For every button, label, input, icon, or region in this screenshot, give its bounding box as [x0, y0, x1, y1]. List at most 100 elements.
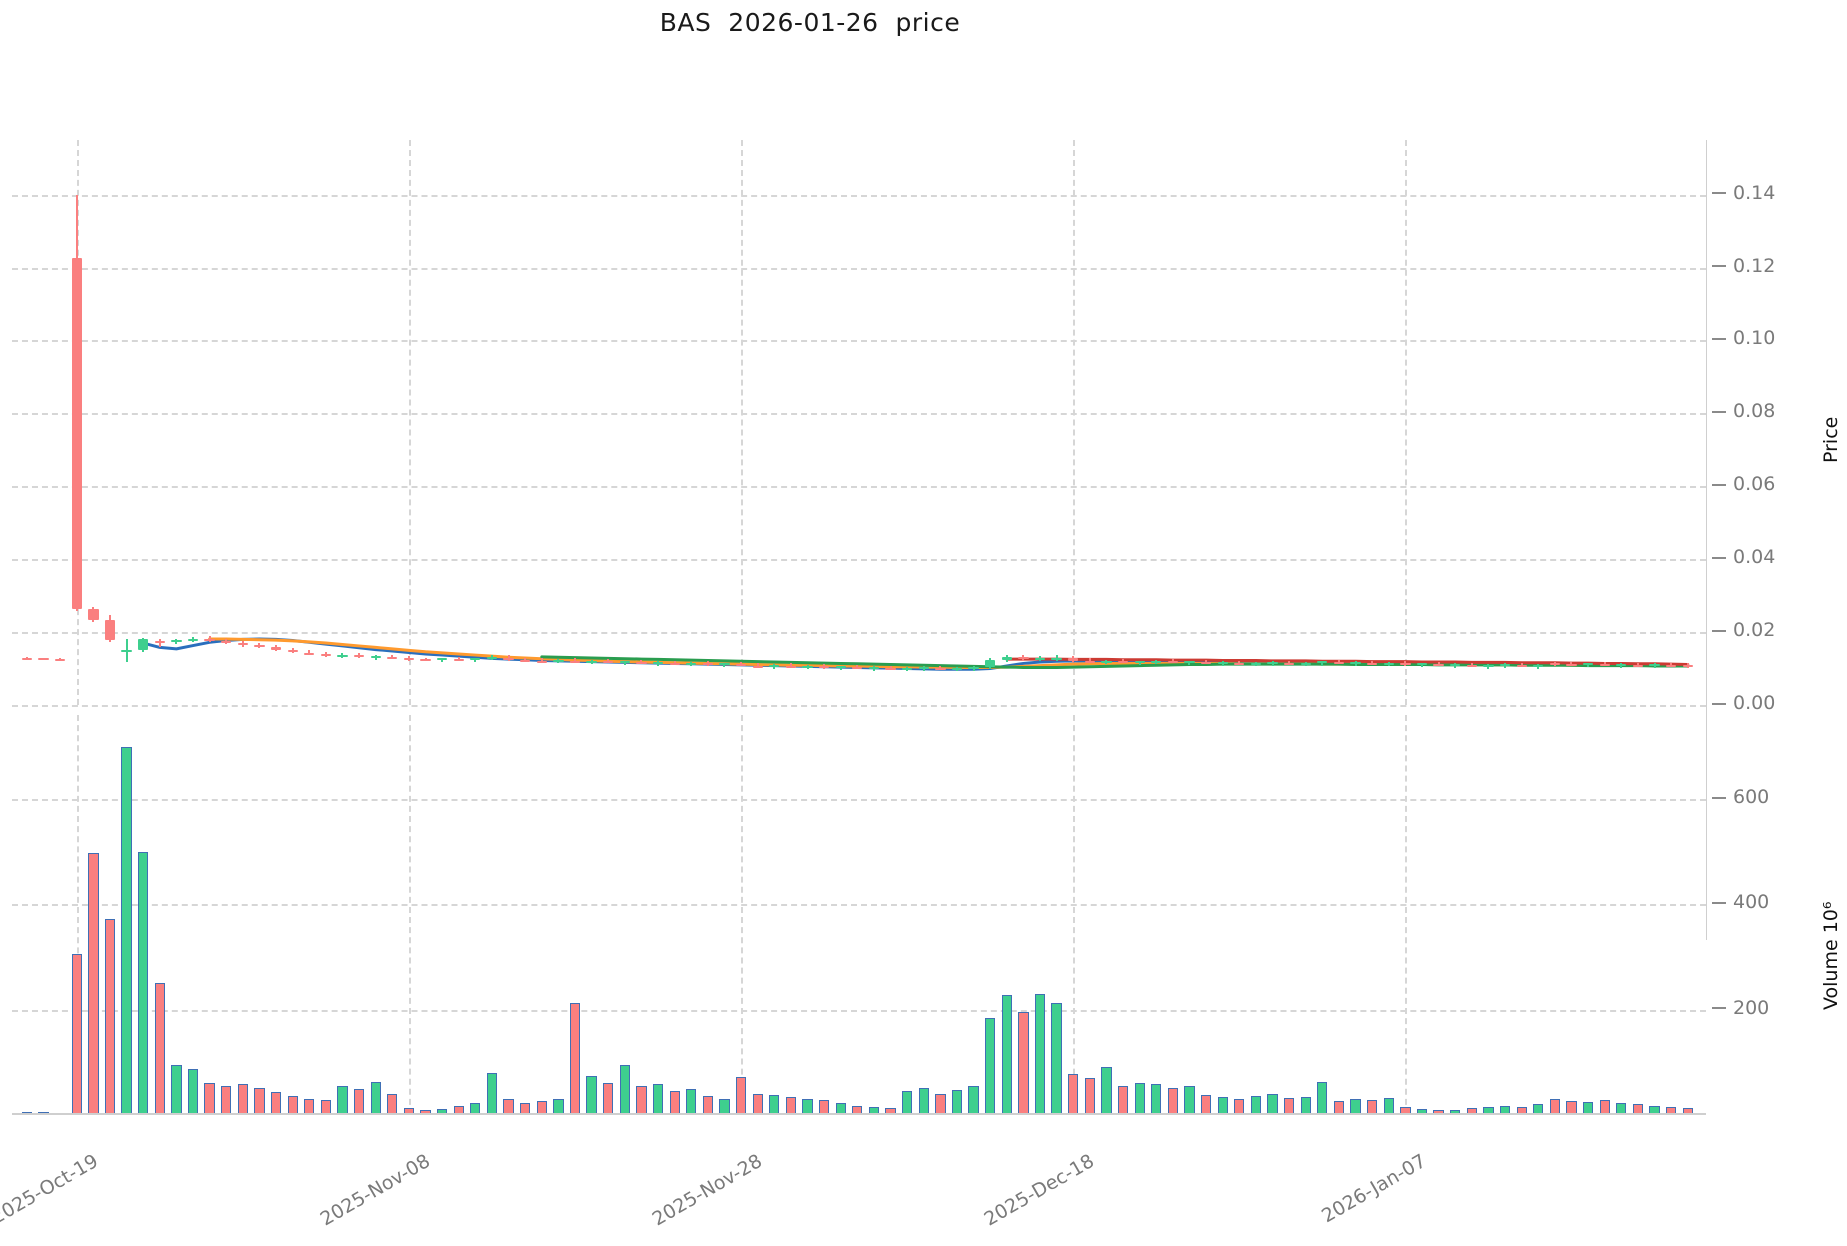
- candle-wick: [640, 659, 643, 665]
- gridline-price-1: [12, 267, 1706, 270]
- candle: [370, 160, 381, 705]
- candle-body: [1317, 661, 1328, 664]
- candle: [171, 160, 182, 705]
- x-tick-4: 2026-Jan-07: [1318, 1150, 1431, 1228]
- candle-body: [885, 667, 896, 670]
- price-tick-2: 0.10: [1712, 327, 1775, 349]
- volume-bar: [237, 1084, 248, 1115]
- candle-body: [1117, 661, 1129, 664]
- candle-wick: [889, 665, 892, 670]
- candle-body: [520, 659, 531, 662]
- candle-body: [719, 663, 730, 666]
- candle: [636, 160, 647, 705]
- candle-body: [353, 655, 365, 658]
- candle-body: [237, 643, 248, 646]
- candle: [868, 160, 880, 705]
- candle-body: [1051, 657, 1062, 660]
- candle-body: [1068, 658, 1079, 661]
- volume-bar: [1117, 1085, 1129, 1115]
- price-tick-5: 0.04: [1712, 546, 1775, 568]
- volume-bar: [619, 1065, 630, 1115]
- candle: [1068, 160, 1079, 705]
- candle-wick: [673, 660, 676, 665]
- candle: [1117, 160, 1129, 705]
- volume-bar: [735, 1077, 747, 1115]
- candle-body: [503, 657, 514, 660]
- volume-bar: [254, 1087, 265, 1115]
- candle: [353, 160, 365, 705]
- gridline-date-vol-1: [408, 715, 411, 1115]
- candle-body: [138, 639, 149, 650]
- candle: [320, 160, 332, 705]
- gridline-date-3: [1073, 140, 1076, 705]
- volume-bar: [902, 1091, 913, 1115]
- candle-wick: [607, 659, 610, 664]
- candle-body: [370, 656, 381, 659]
- candle-body: [1200, 661, 1212, 664]
- price-tick-label: 0.02: [1733, 619, 1776, 642]
- price-axis-label: Price: [1820, 416, 1842, 463]
- volume-bar: [71, 954, 82, 1115]
- candle-body: [1018, 656, 1029, 660]
- page-title: BAS 2026-01-26 price: [659, 8, 961, 37]
- candle-body: [1400, 663, 1411, 666]
- candle-wick: [1238, 660, 1241, 665]
- candle: [1533, 160, 1544, 705]
- candle-wick: [540, 658, 543, 663]
- candle: [1367, 160, 1378, 705]
- gridline-date-2: [741, 140, 744, 705]
- candle: [818, 160, 830, 705]
- candle-body: [669, 662, 680, 665]
- candle-body: [1250, 662, 1262, 665]
- volume-bar: [669, 1090, 680, 1115]
- candle: [619, 160, 630, 705]
- candle: [935, 160, 946, 705]
- candle-wick: [1288, 660, 1291, 665]
- gridline-date-vol-2: [741, 715, 744, 1115]
- candle: [154, 160, 165, 705]
- candle-wick: [1321, 660, 1324, 666]
- volume-bar: [1317, 1082, 1328, 1115]
- candle: [71, 160, 82, 705]
- candle-body: [1450, 664, 1461, 667]
- gridline-price-7: [12, 705, 1706, 707]
- candle-body: [802, 665, 813, 668]
- price-tick-0: 0.14: [1712, 182, 1775, 204]
- price-tick-6: 0.02: [1712, 619, 1775, 641]
- candle: [669, 160, 680, 705]
- volume-bar: [1084, 1078, 1095, 1115]
- price-tick-label: 0.10: [1733, 327, 1776, 350]
- candle-body: [204, 639, 215, 642]
- candle-body: [1416, 663, 1428, 666]
- candle-wick: [1636, 662, 1639, 668]
- candle-body: [154, 641, 165, 644]
- candle-body: [619, 661, 630, 664]
- volume-bar: [1068, 1073, 1079, 1115]
- ma-green-line: [540, 655, 1690, 669]
- candle-body: [270, 647, 282, 650]
- candle: [221, 160, 232, 705]
- candle: [1483, 160, 1494, 705]
- volume-bar: [968, 1086, 979, 1115]
- candle: [138, 160, 149, 705]
- volume-bar: [337, 1086, 348, 1115]
- candle-body: [769, 664, 780, 667]
- candle: [1034, 160, 1046, 705]
- candle-body: [1101, 660, 1112, 663]
- candle: [1151, 160, 1162, 705]
- gridline-date-vol-0: [76, 715, 79, 1115]
- candle-wick: [823, 664, 826, 669]
- candle: [204, 160, 215, 705]
- candle-body: [221, 640, 232, 643]
- candle-body: [1184, 661, 1195, 664]
- candle: [420, 160, 431, 705]
- candle: [1582, 160, 1594, 705]
- candle-body: [702, 663, 713, 666]
- candle: [55, 160, 66, 705]
- volume-bar: [569, 1003, 581, 1115]
- candle-wick: [1520, 662, 1523, 668]
- candle-body: [918, 667, 929, 670]
- volume-bar: [154, 983, 165, 1115]
- candle-body: [1084, 660, 1095, 663]
- candle: [586, 160, 597, 705]
